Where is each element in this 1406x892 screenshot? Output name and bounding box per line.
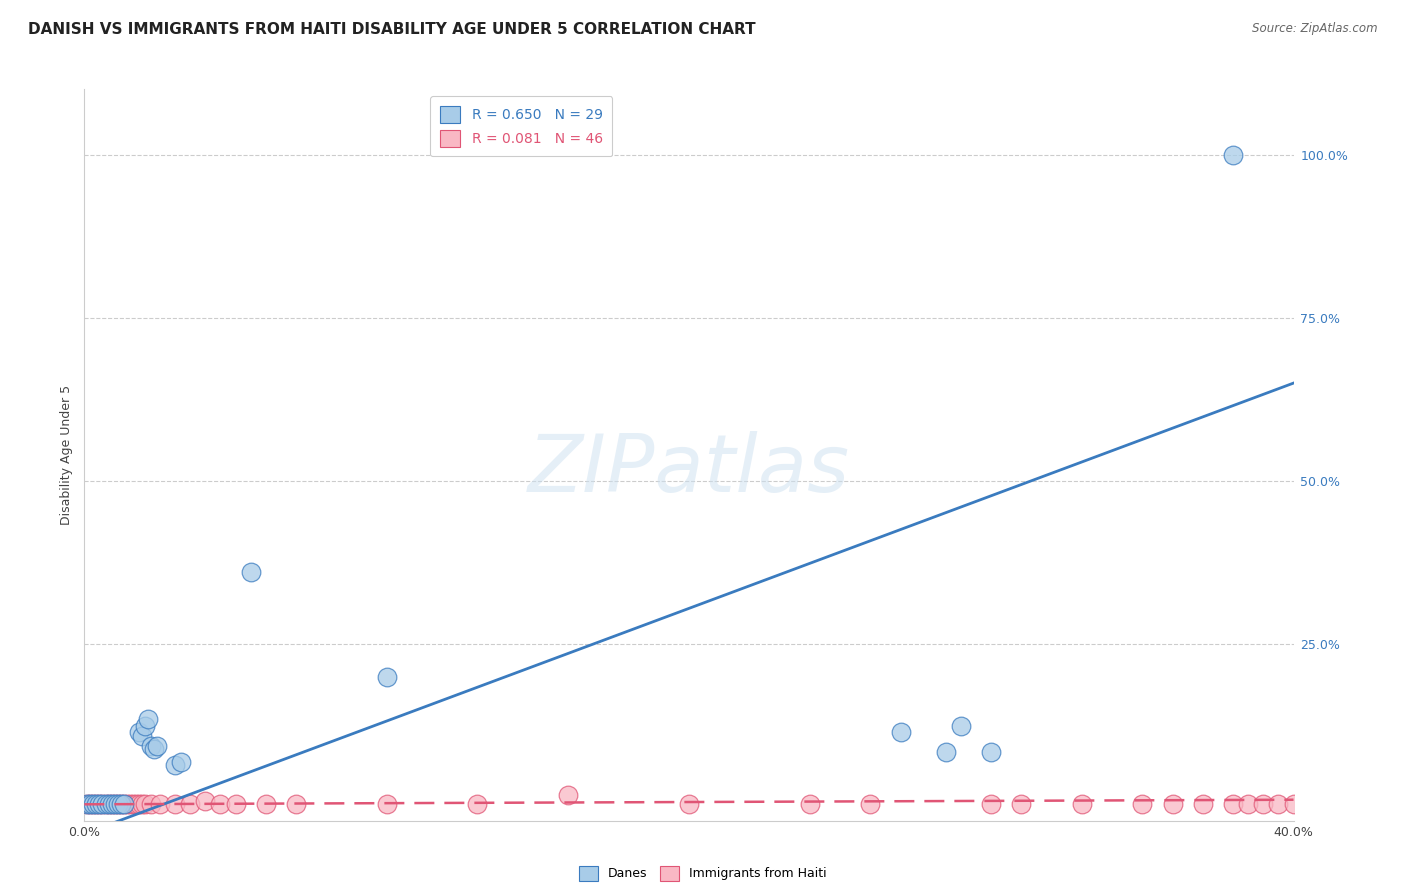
- Point: [1071, 797, 1094, 812]
- Point: [980, 745, 1002, 759]
- Point: [980, 797, 1002, 812]
- Point: [1222, 797, 1244, 812]
- Point: [375, 797, 398, 812]
- Point: [950, 719, 973, 733]
- Point: [89, 797, 111, 812]
- Point: [1237, 797, 1260, 812]
- Point: [131, 797, 153, 812]
- Point: [1192, 797, 1215, 812]
- Point: [94, 797, 117, 812]
- Legend: Danes, Immigrants from Haiti: Danes, Immigrants from Haiti: [575, 861, 831, 886]
- Point: [131, 729, 153, 743]
- Point: [146, 739, 169, 753]
- Point: [121, 797, 143, 812]
- Point: [165, 797, 187, 812]
- Point: [97, 797, 120, 812]
- Point: [107, 797, 129, 812]
- Point: [91, 797, 114, 812]
- Point: [165, 758, 187, 772]
- Point: [375, 670, 398, 684]
- Point: [79, 797, 101, 812]
- Point: [139, 797, 162, 812]
- Point: [225, 797, 247, 812]
- Point: [799, 797, 821, 812]
- Point: [82, 797, 104, 812]
- Point: [112, 797, 135, 812]
- Point: [112, 797, 135, 812]
- Point: [239, 566, 262, 580]
- Point: [1130, 797, 1153, 812]
- Point: [97, 797, 120, 812]
- Point: [678, 797, 700, 812]
- Point: [139, 739, 162, 753]
- Point: [142, 741, 165, 756]
- Point: [194, 794, 217, 808]
- Point: [285, 797, 308, 812]
- Point: [100, 797, 122, 812]
- Point: [94, 797, 117, 812]
- Point: [86, 797, 108, 812]
- Point: [91, 797, 114, 812]
- Point: [82, 797, 104, 812]
- Point: [89, 797, 111, 812]
- Point: [557, 788, 579, 802]
- Point: [134, 797, 156, 812]
- Point: [1282, 797, 1305, 812]
- Point: [1011, 797, 1033, 812]
- Point: [118, 797, 141, 812]
- Point: [79, 797, 101, 812]
- Text: Source: ZipAtlas.com: Source: ZipAtlas.com: [1253, 22, 1378, 36]
- Point: [1253, 797, 1275, 812]
- Point: [149, 797, 172, 812]
- Point: [86, 797, 108, 812]
- Point: [115, 797, 138, 812]
- Point: [1222, 147, 1244, 161]
- Point: [76, 797, 98, 812]
- Point: [134, 719, 156, 733]
- Text: ZIPatlas: ZIPatlas: [527, 431, 851, 508]
- Point: [935, 745, 957, 759]
- Point: [170, 755, 193, 769]
- Point: [110, 797, 132, 812]
- Y-axis label: Disability Age Under 5: Disability Age Under 5: [60, 384, 73, 525]
- Text: DANISH VS IMMIGRANTS FROM HAITI DISABILITY AGE UNDER 5 CORRELATION CHART: DANISH VS IMMIGRANTS FROM HAITI DISABILI…: [28, 22, 756, 37]
- Point: [467, 797, 489, 812]
- Point: [859, 797, 882, 812]
- Point: [125, 797, 148, 812]
- Point: [76, 797, 98, 812]
- Point: [254, 797, 277, 812]
- Point: [107, 797, 129, 812]
- Point: [104, 797, 127, 812]
- Point: [890, 725, 912, 739]
- Point: [100, 797, 122, 812]
- Point: [128, 797, 150, 812]
- Point: [179, 797, 201, 812]
- Point: [209, 797, 232, 812]
- Point: [110, 797, 132, 812]
- Point: [136, 713, 159, 727]
- Point: [1267, 797, 1289, 812]
- Point: [104, 797, 127, 812]
- Point: [1161, 797, 1184, 812]
- Legend: R = 0.650   N = 29, R = 0.081   N = 46: R = 0.650 N = 29, R = 0.081 N = 46: [430, 96, 613, 156]
- Point: [128, 725, 150, 739]
